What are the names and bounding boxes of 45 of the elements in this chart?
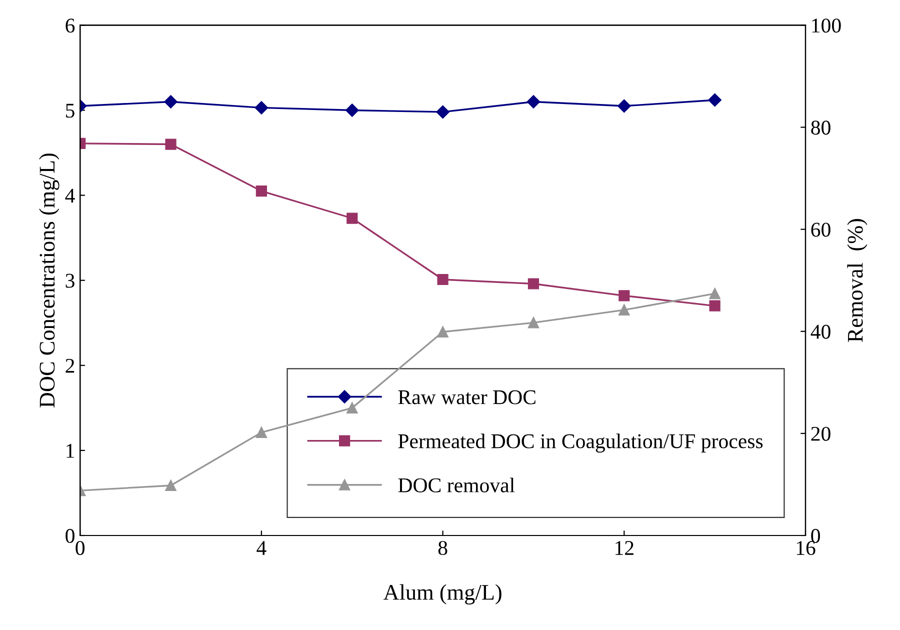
point <box>526 95 540 108</box>
y2-tick-label: 60 <box>811 222 830 237</box>
legend-label: DOC removal <box>398 478 515 492</box>
y2-tick-label: 40 <box>810 324 830 339</box>
point <box>618 99 631 113</box>
y2-tick-label: 20 <box>811 426 830 441</box>
y-tick-label: 4 <box>65 188 75 203</box>
legend-label: Permeated DOC in Coagulation/UF process <box>398 434 763 453</box>
x-tick-label: 16 <box>796 541 816 556</box>
point <box>437 274 448 286</box>
x-tick-label: 0 <box>76 540 85 556</box>
point <box>256 426 268 438</box>
x-tick-label: 4 <box>256 541 266 555</box>
y2-tick-label: 100 <box>812 18 841 33</box>
point <box>254 101 268 114</box>
point <box>709 300 720 312</box>
y-tick-label: 5 <box>66 104 74 118</box>
y-tick-label: 1 <box>66 444 74 458</box>
point <box>709 288 720 300</box>
y-tick-label: 3 <box>66 274 74 288</box>
point <box>165 480 176 492</box>
x-tick-label: 8 <box>438 540 448 556</box>
legend-label: Raw water DOC <box>398 390 536 404</box>
point <box>165 138 176 150</box>
point <box>618 290 630 302</box>
x-axis-title: Alum (mg/L) <box>383 584 502 604</box>
point <box>346 212 358 224</box>
y2-tick-label: 80 <box>811 120 830 135</box>
y2-tick-label: 0 <box>811 528 820 543</box>
point <box>708 93 722 107</box>
point <box>528 317 540 328</box>
y-tick-label: 2 <box>66 358 74 373</box>
point <box>346 402 358 414</box>
point <box>346 104 359 117</box>
y-tick-label: 6 <box>66 18 75 33</box>
x-tick-label: 12 <box>616 541 634 555</box>
point <box>437 326 448 338</box>
y-axis-title: DOC Concentrations (mg/L) <box>39 154 60 408</box>
point <box>618 304 630 316</box>
point <box>528 278 540 290</box>
y2-axis-title: Removal (%) <box>847 219 868 342</box>
y-tick-label: 0 <box>66 528 74 543</box>
point <box>436 105 450 119</box>
point <box>164 95 178 108</box>
point <box>256 185 268 197</box>
